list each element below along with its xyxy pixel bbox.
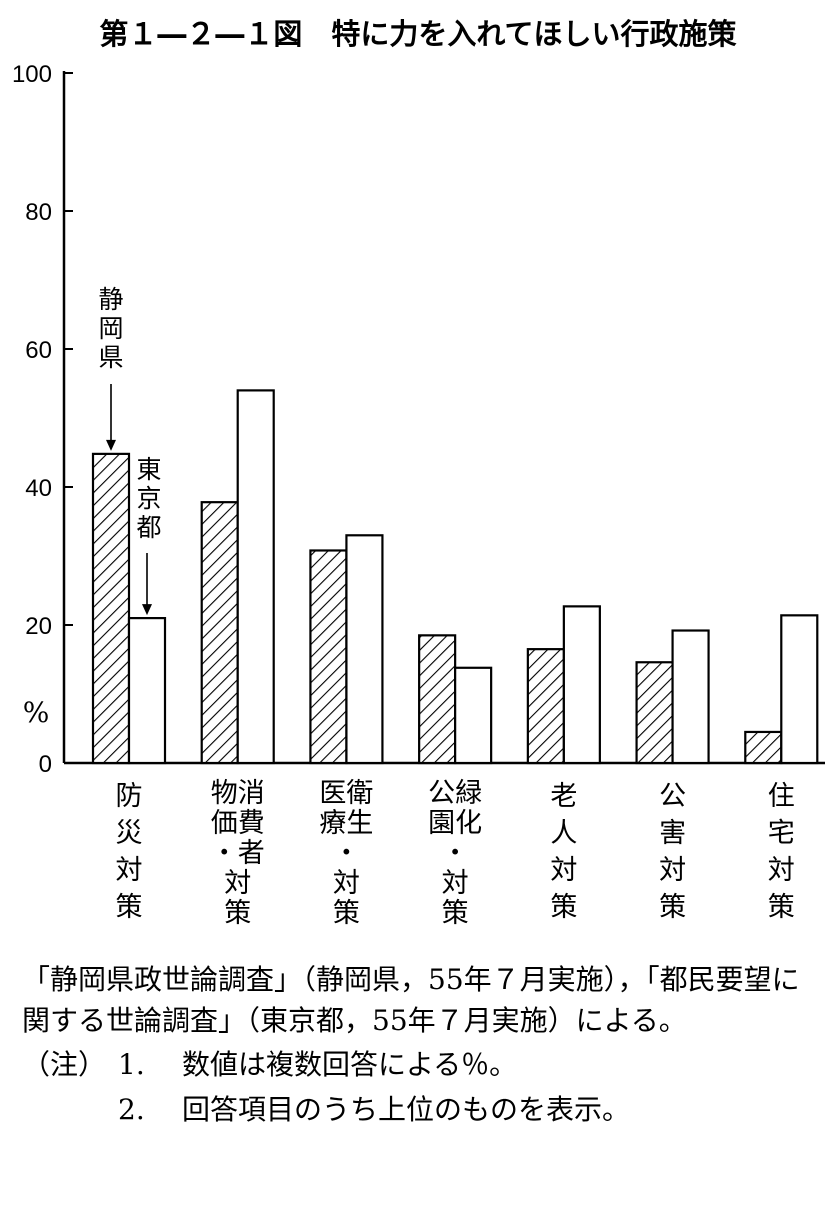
series-label-char: 東 [136, 455, 161, 484]
category-label-line: 策 [550, 892, 577, 923]
y-tick-label: 40 [25, 475, 52, 502]
y-axis: 0 20 40 60 80 100 [12, 61, 825, 778]
category-label-line: 害 [659, 818, 686, 849]
bar-tokyo [454, 666, 493, 765]
bar-shizuoka [635, 661, 674, 765]
category-label-line: 対 [442, 868, 469, 899]
category-label-line: 療生 [319, 808, 373, 839]
arrow-head-icon [142, 604, 152, 616]
series-label-char: 岡 [98, 314, 123, 343]
category-label-line: 策 [224, 898, 251, 929]
y-tick-label: 0 [39, 751, 52, 778]
bar-tokyo [127, 616, 167, 765]
category-label-line: 公 [659, 781, 686, 812]
note-number: 1. [118, 1048, 145, 1082]
y-tick-label: 80 [25, 199, 52, 226]
bar-chart: 第１―２―１図 特に力を入れてほしい行政施策 0 20 40 60 80 100 % 静岡… [12, 17, 825, 929]
category-label-line: 策 [333, 898, 360, 929]
bar-shizuoka [200, 501, 239, 765]
series-label-char: 静 [98, 285, 123, 314]
category-label-line: 対 [333, 868, 360, 899]
category-label-line: 策 [768, 892, 795, 923]
bar-tokyo [780, 614, 819, 765]
note-text: 数値は複数回答による％。 [182, 1048, 518, 1082]
chart-title: 第１―２―１図 特に力を入れてほしい行政施策 [99, 17, 737, 51]
category-label-line: 策 [116, 892, 143, 923]
category-label-line: 対 [116, 855, 143, 886]
note-item-1: （注） 1. 数値は複数回答による％。 [22, 1045, 822, 1086]
bar-shizuoka [418, 634, 457, 765]
notes-block: 「静岡県政世論調査」（静岡県，55年７月実施），「都民要望に関する世論調査」（東… [22, 960, 822, 1130]
note-number: 2. [118, 1092, 145, 1126]
category-label-line: 人 [550, 818, 577, 849]
category-label-line: 防 [116, 781, 143, 812]
category-label-line: 老 [550, 781, 577, 812]
note-text: 回答項目のうち上位のものを表示。 [182, 1092, 631, 1126]
category-label-line: 対 [659, 855, 686, 886]
category-label-line: 策 [659, 892, 686, 923]
unit-label: % [23, 696, 50, 729]
category-label-line: 住 [768, 781, 795, 812]
series-label-char: 都 [136, 513, 161, 542]
bar-shizuoka [526, 648, 565, 765]
source-note: 「静岡県政世論調査」（静岡県，55年７月実施），「都民要望に関する世論調査」（東… [22, 963, 800, 1037]
category-label-line: 対 [224, 868, 251, 899]
bar-tokyo [345, 534, 384, 765]
category-label-line: 園化 [428, 808, 482, 839]
category-label-line: 対 [768, 855, 795, 886]
category-label-line: ・ [442, 838, 469, 869]
category-label-line: 物消 [211, 778, 265, 809]
category-label-line: ・ [333, 838, 360, 869]
category-label-line: ・者 [211, 838, 265, 869]
bar-shizuoka [744, 730, 783, 765]
bar-tokyo [671, 629, 710, 765]
category-label-line: 公緑 [428, 778, 482, 809]
bars [91, 389, 819, 765]
category-label-line: 医衛 [319, 778, 373, 809]
bar-tokyo [562, 605, 601, 765]
category-label-line: 策 [442, 898, 469, 929]
category-label-line: 災 [116, 818, 143, 849]
y-tick-label: 20 [25, 613, 52, 640]
arrow-head-icon [106, 439, 116, 451]
category-label-line: 宅 [768, 818, 795, 849]
note-item-2: 2. 回答項目のうち上位のものを表示。 [22, 1090, 822, 1131]
series-label-char: 県 [98, 343, 123, 372]
y-tick-label: 60 [25, 337, 52, 364]
bar-tokyo [236, 389, 275, 765]
series-label-char: 京 [136, 484, 161, 513]
bar-shizuoka [91, 452, 131, 765]
bar-shizuoka [309, 549, 348, 765]
category-label-line: 対 [550, 855, 577, 886]
category-label-line: 価費 [211, 808, 265, 839]
y-tick-label: 100 [12, 61, 52, 88]
note-label: （注） [22, 1048, 107, 1082]
